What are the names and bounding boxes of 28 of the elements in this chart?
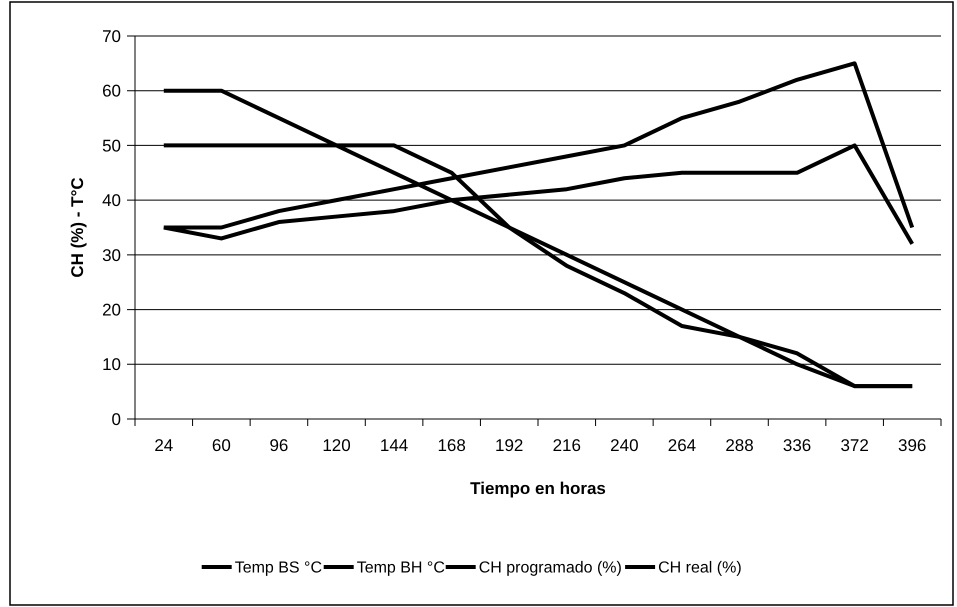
x-tick-label: 192	[495, 436, 524, 455]
legend-label: Temp BS °C	[234, 560, 322, 577]
y-axis-title: CH (%) - T°C	[68, 177, 87, 278]
y-tick-label: 10	[102, 355, 121, 374]
x-tick-label: 288	[725, 436, 754, 455]
y-tick-label: 40	[102, 191, 121, 210]
x-tick-label: 120	[322, 436, 351, 455]
x-tick-label: 144	[380, 436, 408, 455]
y-tick-label: 0	[112, 410, 121, 429]
y-tick-label: 50	[102, 136, 121, 156]
legend-label: CH real (%)	[658, 560, 742, 577]
x-tick-label: 216	[552, 436, 581, 455]
x-tick-label: 240	[610, 436, 639, 455]
legend-label: Temp BH °C	[356, 560, 445, 577]
y-tick-label: 60	[102, 82, 121, 101]
y-tick-label: 30	[102, 246, 121, 265]
x-tick-label: 24	[154, 436, 174, 455]
x-tick-label: 168	[437, 436, 466, 455]
legend-label: CH programado (%)	[478, 560, 622, 577]
x-tick-label: 60	[212, 436, 231, 455]
x-tick-label: 264	[668, 436, 696, 455]
y-tick-label: 20	[102, 300, 121, 320]
x-tick-label: 372	[840, 436, 869, 455]
x-tick-label: 336	[782, 436, 812, 455]
x-tick-label: 96	[269, 436, 288, 455]
x-axis-title: Tiempo en horas	[470, 479, 606, 498]
y-tick-label: 70	[102, 26, 121, 46]
x-tick-label: 396	[898, 436, 926, 455]
